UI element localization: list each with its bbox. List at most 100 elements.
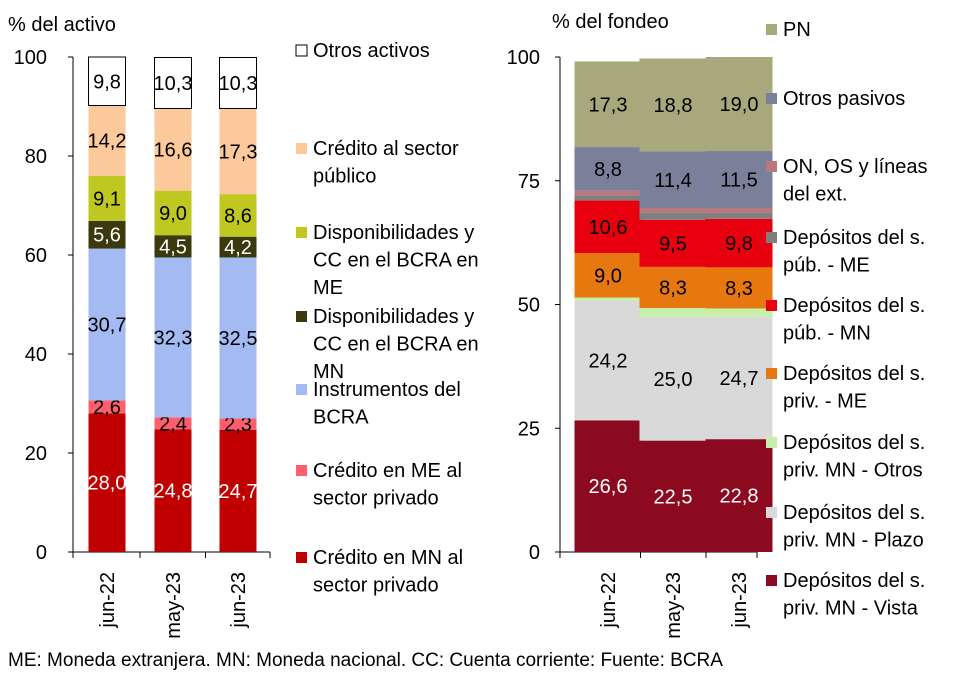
legend-label: BCRA bbox=[313, 407, 369, 429]
x-tick-label: jun-23 bbox=[228, 572, 250, 629]
legend-label: sector privado bbox=[313, 575, 439, 597]
data-label: 24,2 bbox=[589, 350, 628, 372]
data-label: 24,7 bbox=[219, 481, 258, 503]
x-tick-label: may-23 bbox=[663, 572, 685, 639]
bar-segment bbox=[639, 307, 707, 317]
legend-label: Crédito al sector bbox=[313, 138, 459, 160]
data-label: 32,5 bbox=[219, 328, 258, 350]
data-label: 24,8 bbox=[154, 481, 193, 503]
bar-segment bbox=[705, 267, 773, 309]
y-tick-label: 50 bbox=[518, 295, 540, 317]
data-label: 17,3 bbox=[219, 141, 258, 163]
legend-label: sector privado bbox=[313, 488, 439, 510]
legend-swatch bbox=[766, 368, 777, 379]
data-label: 8,6 bbox=[224, 205, 252, 227]
legend-label: MN bbox=[313, 361, 344, 383]
data-label: 9,0 bbox=[594, 265, 622, 287]
bar-segment bbox=[88, 56, 126, 107]
chart-title: % del activo bbox=[8, 14, 116, 36]
bar-segment bbox=[154, 108, 192, 191]
y-tick-label: 40 bbox=[25, 344, 47, 366]
legend-label: Depósitos del s. bbox=[783, 295, 925, 317]
bar-segment bbox=[154, 235, 192, 258]
bar-segment bbox=[639, 151, 707, 208]
legend-label: Otros pasivos bbox=[783, 88, 905, 110]
bar-segment bbox=[705, 316, 773, 440]
data-label: 10,3 bbox=[154, 73, 193, 95]
bar-segment bbox=[574, 61, 642, 148]
data-label: 14,2 bbox=[88, 131, 127, 153]
legend-swatch bbox=[295, 44, 308, 57]
data-label: 11,5 bbox=[720, 170, 757, 192]
bar-segment bbox=[639, 219, 707, 267]
data-label: 26,6 bbox=[589, 476, 628, 498]
bar-segment bbox=[705, 57, 773, 152]
legend-swatch bbox=[766, 93, 777, 104]
data-label: 9,0 bbox=[159, 203, 187, 225]
data-label: 28,0 bbox=[88, 473, 127, 495]
bar-segment bbox=[639, 316, 707, 441]
legend-swatch bbox=[296, 227, 307, 238]
bar-segment bbox=[574, 253, 642, 298]
legend-label: CC en el BCRA en bbox=[313, 250, 479, 272]
bar-segment bbox=[154, 417, 192, 430]
y-tick-label: 20 bbox=[25, 443, 47, 465]
legend-label: Depósitos del s. bbox=[783, 502, 925, 524]
data-label: 9,8 bbox=[93, 71, 121, 93]
legend-label: priv. MN - Plazo bbox=[783, 530, 924, 552]
legend-label: ON, OS y líneas bbox=[783, 156, 928, 178]
data-label: 9,8 bbox=[725, 233, 753, 255]
bar-segment bbox=[574, 195, 642, 201]
y-tick-label: 100 bbox=[507, 47, 540, 69]
legend-swatch bbox=[296, 143, 307, 154]
data-label: 16,6 bbox=[154, 140, 193, 162]
data-label: 24,7 bbox=[720, 368, 759, 390]
bar-segment bbox=[639, 207, 707, 213]
data-label: 22,8 bbox=[720, 486, 759, 508]
bar-segment bbox=[88, 175, 126, 221]
data-label: 11,4 bbox=[654, 170, 691, 192]
y-tick-label: 25 bbox=[518, 418, 540, 440]
bar-segment bbox=[154, 429, 192, 552]
bar-segment bbox=[88, 413, 126, 552]
legend-swatch bbox=[766, 300, 777, 311]
data-label: 4,2 bbox=[224, 237, 252, 259]
legend-label: Depósitos del s. bbox=[783, 227, 925, 249]
x-tick-label: jun-23 bbox=[729, 572, 751, 629]
data-label: 4,5 bbox=[159, 236, 187, 258]
data-label: 8,3 bbox=[725, 278, 753, 300]
bar-segment bbox=[705, 308, 773, 317]
legend-label: Depósitos del s. bbox=[783, 570, 925, 592]
legend-swatch bbox=[766, 161, 777, 172]
y-tick-label: 75 bbox=[518, 171, 540, 193]
bar-segment bbox=[574, 200, 642, 254]
bar-segment bbox=[88, 105, 126, 176]
legend-label: Depósitos del s. bbox=[783, 432, 925, 454]
legend-label: púb. - ME bbox=[783, 255, 870, 277]
bar-segment bbox=[88, 220, 126, 249]
x-tick-label: jun-22 bbox=[598, 572, 620, 629]
bar-segment bbox=[219, 257, 257, 419]
legend-swatch bbox=[766, 507, 777, 518]
bar-segment bbox=[219, 236, 257, 258]
data-label: 32,3 bbox=[154, 327, 193, 349]
y-tick-label: 60 bbox=[25, 245, 47, 267]
footnote: ME: Moneda extranjera. MN: Moneda nacion… bbox=[8, 650, 723, 671]
data-label: 19,0 bbox=[720, 94, 759, 116]
bar-segment bbox=[219, 194, 257, 237]
data-label: 2,3 bbox=[224, 414, 252, 436]
legend-label: Otros activos bbox=[313, 40, 430, 62]
data-label: 10,3 bbox=[219, 73, 258, 95]
bar-segment bbox=[154, 257, 192, 418]
legend-swatch bbox=[766, 232, 777, 243]
data-label: 2,4 bbox=[159, 413, 187, 435]
data-label: 9,5 bbox=[659, 233, 687, 255]
bar-segment bbox=[154, 56, 192, 109]
x-tick-label: jun-22 bbox=[97, 572, 119, 629]
y-tick-label: 80 bbox=[25, 146, 47, 168]
bar-segment bbox=[219, 56, 257, 109]
bar-segment bbox=[88, 400, 126, 414]
legend-label: Crédito en ME al bbox=[313, 460, 462, 482]
